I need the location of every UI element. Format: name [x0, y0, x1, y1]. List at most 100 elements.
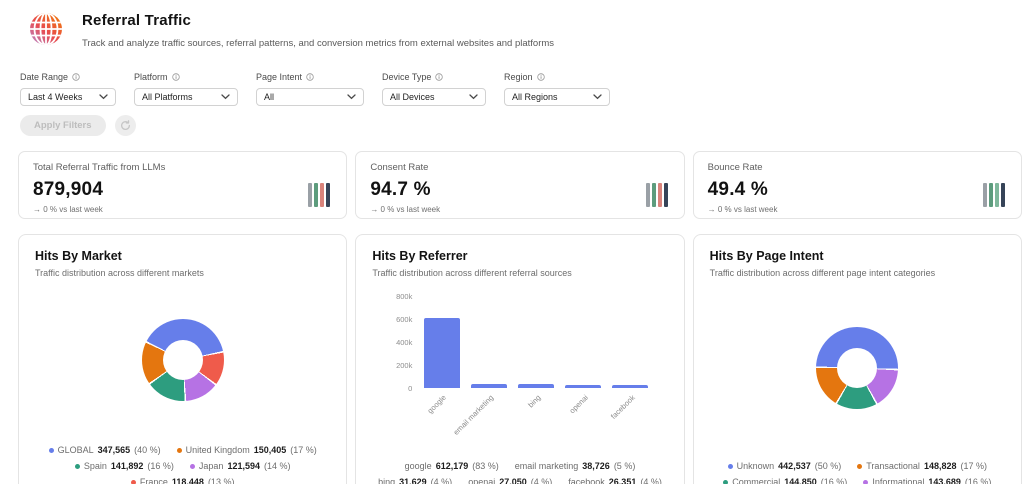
selected-value: All Platforms — [142, 92, 193, 102]
legend-item-japan[interactable]: Japan 121,594 (14 %) — [189, 461, 291, 471]
hits-by-market-donut-chart — [141, 318, 224, 401]
hits-by-referrer-legend: google 612,179 (83 %) email marketing 38,… — [372, 457, 667, 484]
legend-item-google[interactable]: google 612,179 (83 %) — [405, 461, 499, 471]
hits-by-page-intent-legend: Unknown 442,537 (50 %) Transactional 148,… — [710, 457, 1005, 484]
legend-text: 38,726 — [582, 461, 610, 471]
filter-platform: Platform All Platforms — [134, 72, 238, 106]
selected-value: All Regions — [512, 92, 558, 102]
legend-item-united-kingdom[interactable]: United Kingdom 150,405 (17 %) — [176, 445, 317, 455]
legend-text: Spain — [83, 461, 107, 471]
legend-text: 118,448 — [171, 477, 204, 484]
legend-item-france[interactable]: France 118,448 (13 %) — [130, 477, 235, 484]
legend-text: 143,689 — [928, 477, 961, 484]
filter-bar: Date Range Last 4 Weeks Platform All Pla… — [0, 54, 1024, 106]
kpi-label: Bounce Rate — [707, 162, 763, 173]
hits-by-page-intent-donut-chart — [816, 326, 899, 409]
legend-text: Commercial — [732, 477, 781, 484]
kpi-card-bounce-rate: Bounce Rate 49.4 % → 0 % vs last week — [692, 151, 1022, 219]
region-select[interactable]: All Regions — [504, 88, 610, 106]
legend-item-unknown[interactable]: Unknown 442,537 (50 %) — [727, 461, 841, 471]
device-type-select[interactable]: All Devices — [382, 88, 486, 106]
chart-card-hits-by-market: Hits By Market Traffic distribution acro… — [18, 234, 348, 484]
legend-text: google — [404, 461, 432, 471]
legend-dot-icon — [723, 479, 729, 484]
apply-filters-button[interactable]: Apply Filters — [20, 115, 106, 136]
kpi-row: Total Referral Traffic from LLMs 879,904… — [18, 151, 1022, 219]
chart-subtitle: Traffic distribution across different ma… — [35, 268, 204, 278]
spark-bar — [326, 183, 331, 207]
legend-text: (16 %) — [820, 477, 848, 484]
chart-title: Hits By Market — [35, 249, 122, 263]
legend-dot-icon — [130, 479, 136, 484]
chart-subtitle: Traffic distribution across different pa… — [709, 268, 936, 278]
filter-date-range: Date Range Last 4 Weeks — [20, 72, 116, 106]
legend-item-bing[interactable]: bing 31,629 (4 %) — [378, 477, 452, 484]
legend-text: United Kingdom — [185, 445, 250, 455]
legend-item-spain[interactable]: Spain 141,892 (16 %) — [74, 461, 174, 471]
bar-openai — [565, 384, 602, 388]
filter-label: Page Intent — [256, 72, 303, 82]
legend-text: (14 %) — [263, 461, 291, 471]
spark-bar — [988, 183, 993, 207]
reset-filters-button[interactable] — [114, 115, 136, 136]
legend-dot-icon — [74, 463, 80, 469]
chart-title: Hits By Referrer — [372, 249, 468, 263]
chevron-down-icon — [99, 94, 108, 100]
y-tick-label: 400k — [396, 338, 413, 347]
legend-item-transactional[interactable]: Transactional 148,828 (17 %) — [857, 461, 987, 471]
charts-row: Hits By Market Traffic distribution acro… — [18, 234, 1022, 484]
legend-text: 148,828 — [923, 461, 957, 471]
legend-text: 347,565 — [97, 445, 131, 455]
spark-bar — [982, 183, 987, 207]
legend-text: (4 %) — [640, 477, 662, 484]
chevron-down-icon — [221, 94, 230, 100]
legend-text: (17 %) — [960, 461, 987, 471]
bar-email-marketing — [470, 383, 507, 388]
legend-item-informational[interactable]: Informational 143,689 (16 %) — [863, 477, 991, 484]
legend-text: (13 %) — [207, 477, 235, 484]
legend-item-email-marketing[interactable]: email marketing 38,726 (5 %) — [515, 461, 636, 471]
legend-text: Unknown — [736, 461, 775, 471]
legend-text: GLOBAL — [57, 445, 94, 455]
legend-text: 612,179 — [435, 461, 469, 471]
legend-text: France — [139, 477, 168, 484]
hits-by-referrer-bar-chart: 0 200k 400k 600k 800k google email marketing b… — [372, 288, 667, 437]
legend-text: (5 %) — [613, 461, 636, 471]
legend-text: 26,351 — [608, 477, 637, 484]
chevron-down-icon — [593, 94, 602, 100]
legend-item-openai[interactable]: openai 27,050 (4 %) — [468, 477, 552, 484]
filter-label: Platform — [134, 72, 168, 82]
legend-text: (4 %) — [530, 477, 553, 484]
spark-bar — [645, 183, 650, 207]
legend-dot-icon — [48, 447, 54, 453]
legend-text: (40 %) — [134, 445, 161, 455]
date-range-select[interactable]: Last 4 Weeks — [20, 88, 116, 106]
legend-text: Informational — [872, 477, 925, 484]
platform-select[interactable]: All Platforms — [134, 88, 238, 106]
kpi-value: 94.7 % — [370, 179, 431, 200]
legend-item-facebook[interactable]: facebook 26,351 (4 %) — [568, 477, 662, 484]
info-icon — [72, 73, 80, 81]
filter-label: Region — [504, 72, 533, 82]
legend-text: (16 %) — [964, 477, 992, 484]
y-tick-label: 0 — [408, 384, 413, 393]
legend-dot-icon — [857, 463, 863, 469]
legend-text: 141,892 — [110, 461, 144, 471]
plot-area — [418, 296, 653, 388]
chart-card-hits-by-page-intent: Hits By Page Intent Traffic distribution… — [692, 234, 1022, 484]
x-axis: google email marketing bing openai facebook — [418, 390, 653, 437]
page-subtitle: Track and analyze traffic sources, refer… — [82, 38, 555, 49]
chart-card-hits-by-referrer: Hits By Referrer Traffic distribution ac… — [355, 234, 685, 484]
page-intent-select[interactable]: All — [256, 88, 364, 106]
filter-label: Device Type — [382, 72, 432, 82]
chart-title: Hits By Page Intent — [709, 249, 824, 263]
legend-text: bing — [378, 477, 396, 484]
chevron-down-icon — [469, 94, 478, 100]
legend-item-commercial[interactable]: Commercial 144,850 (16 %) — [723, 477, 847, 484]
legend-text: (17 %) — [290, 445, 317, 455]
selected-value: All — [264, 92, 275, 102]
x-tick-label: openai — [567, 393, 590, 416]
page-header: Referral Traffic Track and analyze traff… — [0, 0, 1024, 54]
legend-item-global[interactable]: GLOBAL 347,565 (40 %) — [48, 445, 161, 455]
